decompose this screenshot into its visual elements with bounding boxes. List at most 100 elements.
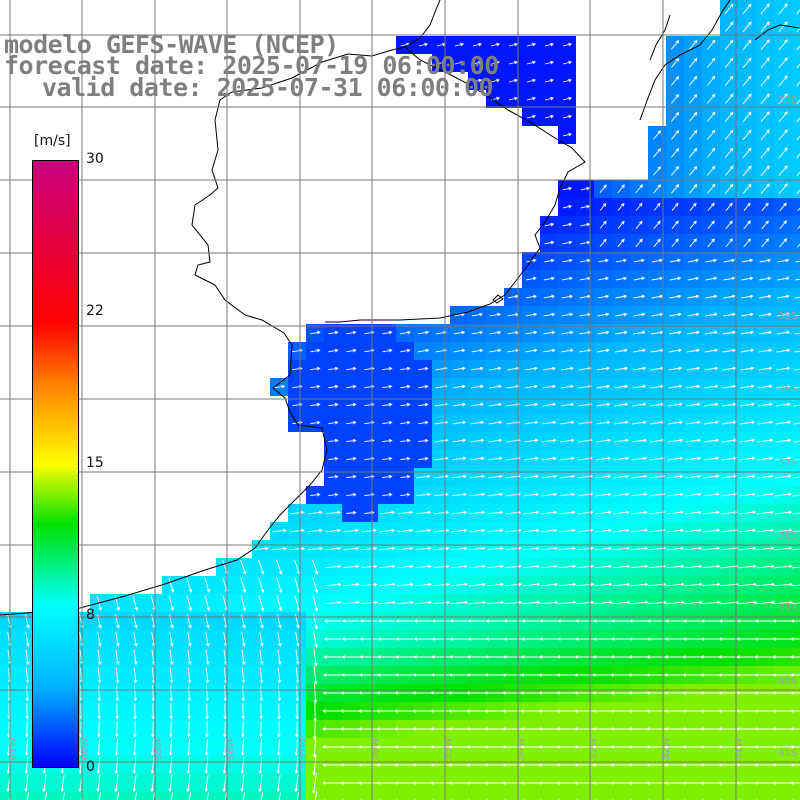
wind-arrow	[382, 366, 393, 371]
wind-arrow	[525, 312, 538, 317]
wind-arrow	[556, 673, 577, 677]
wind-arrow	[340, 763, 361, 767]
wind-arrow	[466, 691, 487, 695]
wind-arrow	[610, 763, 631, 767]
wind-arrow	[743, 220, 751, 230]
wind-arrow	[150, 756, 155, 775]
wind-arrow	[346, 366, 357, 371]
wind-arrow	[526, 60, 537, 65]
wind-arrow	[760, 75, 770, 87]
wind-arrow	[595, 474, 612, 479]
wind-arrow	[688, 75, 698, 86]
wind-arrow	[358, 763, 379, 767]
wind-arrow	[613, 510, 630, 515]
wind-arrow	[756, 492, 775, 497]
wind-arrow	[544, 42, 555, 47]
wind-arrow	[613, 438, 629, 443]
wind-arrow	[592, 709, 613, 713]
lat-label: 41S	[778, 748, 797, 759]
wind-arrow	[322, 763, 343, 767]
wind-arrow	[792, 530, 800, 533]
wind-arrow	[169, 614, 174, 629]
wind-arrow	[205, 667, 210, 684]
wind-arrow	[671, 183, 680, 194]
wind-arrow	[520, 655, 541, 659]
wind-arrow	[187, 614, 192, 629]
wind-arrow	[400, 456, 411, 461]
wind-arrow	[667, 438, 684, 443]
wind-arrow	[394, 781, 415, 785]
wind-arrow	[471, 312, 483, 317]
wind-cell	[126, 792, 144, 800]
wind-arrow	[704, 330, 719, 335]
wind-arrow	[795, 260, 800, 263]
wind-arrow	[538, 709, 559, 713]
wind-arrow	[538, 655, 559, 659]
wind-arrow	[25, 649, 30, 666]
wind-arrow	[382, 456, 393, 461]
wind-arrow	[613, 456, 630, 461]
wind-arrow	[540, 564, 559, 569]
wind-cell	[792, 540, 800, 558]
wind-arrow	[449, 637, 468, 641]
wind-arrow	[520, 781, 541, 785]
wind-arrow	[453, 330, 466, 335]
wind-arrow	[610, 691, 631, 695]
wind-arrow	[599, 202, 607, 211]
wind-arrow	[687, 276, 700, 281]
wind-arrow	[276, 595, 283, 612]
wind-arrow	[702, 510, 721, 515]
wind-arrow	[594, 582, 613, 587]
wind-arrow	[666, 546, 685, 551]
wind-cell	[792, 162, 800, 180]
wind-arrow	[433, 564, 450, 569]
wind-arrow	[204, 756, 209, 775]
wind-arrow	[466, 727, 487, 731]
wind-arrow	[169, 703, 173, 720]
wind-arrow	[204, 577, 211, 593]
wind-arrow	[738, 564, 757, 569]
wind-arrow	[758, 366, 773, 371]
wind-arrow	[133, 721, 137, 738]
wind-arrow	[520, 709, 541, 713]
wind-arrow	[633, 294, 646, 299]
wind-arrow	[650, 402, 665, 407]
wind-arrow	[725, 202, 733, 211]
wind-arrow	[651, 276, 664, 281]
wind-arrow	[646, 727, 667, 731]
wind-arrow	[471, 330, 484, 335]
wind-arrow	[725, 220, 733, 230]
wind-arrow	[702, 528, 721, 533]
wind-arrow	[271, 546, 288, 551]
wind-arrow	[258, 738, 263, 756]
wind-arrow	[489, 330, 502, 335]
wind-cell	[792, 144, 800, 162]
wind-arrow	[790, 709, 800, 713]
wind-arrow	[277, 667, 282, 684]
wind-arrow	[595, 438, 611, 443]
wind-arrow	[685, 438, 702, 443]
lon-label: 54W	[516, 737, 527, 760]
wind-arrow	[682, 727, 703, 731]
wind-arrow	[310, 330, 321, 335]
wind-arrow	[664, 673, 685, 677]
wind-arrow	[703, 456, 720, 461]
wind-arrow	[322, 709, 343, 713]
wind-arrow	[736, 745, 757, 749]
wind-arrow	[361, 564, 378, 569]
wind-arrow	[466, 655, 487, 659]
wind-arrow	[772, 745, 793, 749]
wind-arrow	[310, 420, 321, 425]
wind-arrow	[260, 792, 263, 800]
wind-arrow	[310, 366, 321, 371]
wind-arrow	[646, 691, 667, 695]
lon-label: 57W	[298, 737, 309, 760]
wind-arrow	[705, 276, 718, 281]
colorbar-tick: 30	[86, 151, 104, 167]
wind-cell	[414, 792, 432, 800]
wind-arrow	[632, 384, 647, 389]
wind-arrow	[206, 792, 209, 800]
lat-label: 30S	[778, 95, 797, 106]
wind-arrow	[653, 184, 662, 194]
wind-arrow	[394, 691, 415, 695]
